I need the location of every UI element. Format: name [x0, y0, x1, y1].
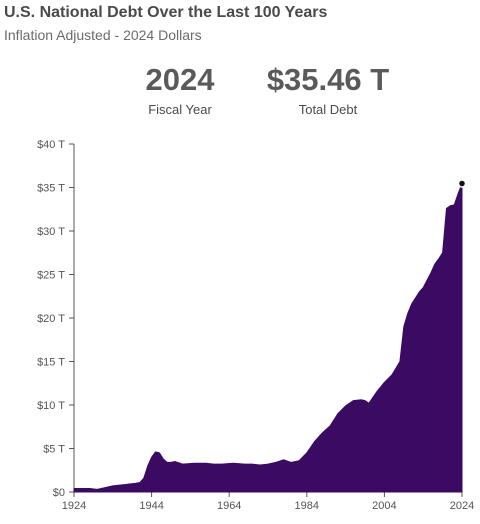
y-tick-label: $35 T — [37, 183, 65, 195]
x-tick-label: 1964 — [217, 500, 241, 512]
chart-subtitle: Inflation Adjusted - 2024 Dollars — [4, 27, 202, 43]
x-tick-label: 1944 — [139, 500, 163, 512]
x-tick-label: 2024 — [450, 500, 474, 512]
x-tick-label: 2004 — [372, 500, 396, 512]
series-group — [73, 179, 467, 493]
y-tick-label: $5 T — [43, 444, 65, 456]
chart-title: U.S. National Debt Over the Last 100 Yea… — [4, 4, 328, 21]
total-debt-value: $35.46 T — [266, 62, 390, 97]
y-tick-label: $30 T — [37, 226, 65, 238]
x-axis: 1924 1944 1964 1984 2004 2024 — [62, 491, 474, 512]
y-tick-label: $20 T — [37, 313, 65, 325]
y-tick-label: $10 T — [37, 400, 65, 412]
x-tick-label: 1924 — [62, 500, 86, 512]
total-debt-label: Total Debt — [298, 102, 358, 117]
fiscal-year-stat: 2024 Fiscal Year — [100, 60, 260, 117]
y-tick-label: $40 T — [37, 139, 65, 151]
y-tick-label: $25 T — [37, 270, 65, 282]
y-tick-label: $15 T — [37, 357, 65, 369]
total-debt-stat: $35.46 T Total Debt — [248, 60, 408, 117]
y-tick-label: $0 — [53, 487, 65, 499]
fiscal-year-value: 2024 — [145, 62, 215, 97]
fiscal-year-label: Fiscal Year — [148, 102, 212, 117]
end-point-marker — [457, 179, 467, 188]
debt-area — [73, 183, 463, 493]
y-axis: $0 $5 T $10 T $15 T $20 T $25 T $30 T $35 T $40 … — [37, 139, 75, 499]
x-tick-label: 1984 — [295, 500, 319, 512]
